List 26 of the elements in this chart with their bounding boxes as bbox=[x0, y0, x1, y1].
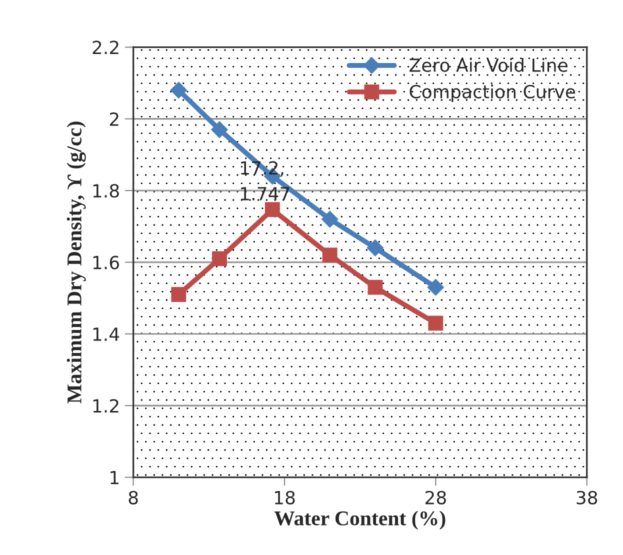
y-tick-label: 1 bbox=[110, 470, 118, 484]
legend-label: Compaction Curve bbox=[410, 84, 576, 102]
point bbox=[170, 82, 188, 99]
point bbox=[211, 121, 228, 138]
x-tick-label: 38 bbox=[576, 490, 598, 504]
y-tick-label: 1.6 bbox=[93, 256, 119, 270]
point bbox=[322, 248, 338, 263]
y-tick-label: 2 bbox=[110, 112, 118, 126]
y-tick-label: 2.2 bbox=[92, 40, 118, 54]
point bbox=[427, 278, 444, 296]
legend-label: Zero Air Void Line bbox=[410, 58, 568, 72]
y-tick-label: 1.8 bbox=[93, 184, 119, 198]
y-tick-label: 1.4 bbox=[93, 328, 120, 341]
point bbox=[428, 316, 444, 331]
x-tick-label: 8 bbox=[128, 490, 138, 504]
point bbox=[366, 240, 384, 256]
point bbox=[264, 202, 280, 218]
point bbox=[212, 251, 227, 266]
x-tick-label: 18 bbox=[275, 490, 295, 504]
point bbox=[368, 280, 383, 295]
point bbox=[321, 210, 338, 228]
point bbox=[171, 287, 186, 302]
x-axis-title: Water Content (%) bbox=[274, 510, 446, 530]
y-axis-title: Maximum Dry Density, ϒ (g/cc) bbox=[66, 122, 86, 404]
x-tick-label: 28 bbox=[426, 490, 446, 504]
y-tick-label: 1.2 bbox=[93, 399, 118, 412]
